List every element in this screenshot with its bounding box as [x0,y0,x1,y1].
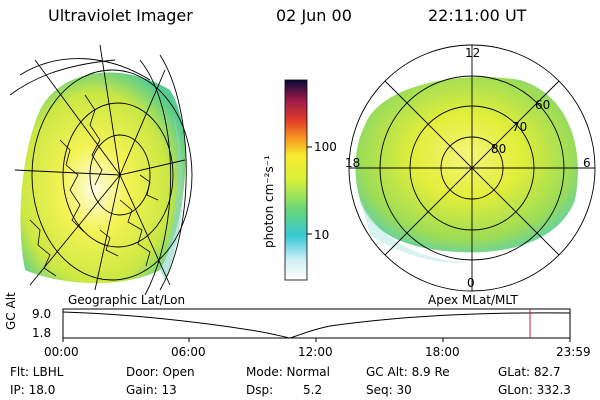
timeline-frame [62,308,571,339]
gc-alt-field: GC Alt: 8.9 Re [366,365,450,379]
mlt-label-18: 18 [345,156,361,170]
mlat-label-80: 80 [491,142,507,156]
timeline-ytick-min: 1.8 [32,326,52,340]
door-field: Door: Open [126,365,195,379]
timeline-xtick: 06:00 [171,345,206,359]
filter-field: Flt: LBHL [10,365,64,379]
mlt-label-0: 0 [467,276,475,290]
geo-aurora-image [20,72,186,284]
seq-field: Seq: 30 [366,383,412,397]
app-title: Ultraviolet Imager [48,6,193,25]
dsp-label: Dsp: [246,383,274,397]
mlt-label-12: 12 [465,46,481,60]
geo-grid [9,44,193,296]
ip-field: IP: 18.0 [10,383,56,397]
glon-field: GLon: 332.3 [498,383,571,397]
mlt-label-6: 6 [583,156,591,170]
timeline-xtick: 23:59 [556,345,591,359]
timeline-xtick: 18:00 [425,345,460,359]
timeline-xtick: 00:00 [44,345,79,359]
altitude-curve [62,311,571,339]
time-display: 22:11:00 UT [428,6,527,25]
dsp-value: 5.2 [303,383,323,397]
apex-grid [348,44,596,292]
timeline-xtick: 12:00 [298,345,333,359]
geo-panel-caption: Geographic Lat/Lon [68,293,186,307]
glat-field: GLat: 82.7 [498,365,561,379]
mlat-label-60: 60 [535,98,551,112]
gain-field: Gain: 13 [126,383,177,397]
apex-panel-caption: Apex MLat/MLT [428,293,518,307]
colorbar-unit-label: photon cm⁻²s⁻¹ [262,155,276,248]
colorbar-tick-100: 100 [314,140,337,154]
mode-field: Mode: Normal [246,365,330,379]
timeline-axis-label: GC Alt [4,292,18,330]
colorbar-tick-10: 10 [314,228,330,242]
timeline-ytick-max: 9.0 [32,307,52,321]
geo-coastlines [29,94,159,277]
mlat-label-70: 70 [512,120,528,134]
colorbar-gradient [284,79,308,281]
date-display: 02 Jun 00 [276,6,352,25]
